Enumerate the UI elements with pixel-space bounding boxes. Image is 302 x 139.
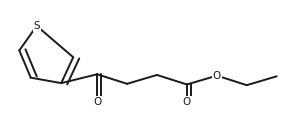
Text: O: O bbox=[213, 71, 221, 81]
Text: O: O bbox=[183, 97, 191, 107]
Text: O: O bbox=[93, 96, 101, 106]
Text: S: S bbox=[34, 21, 40, 31]
